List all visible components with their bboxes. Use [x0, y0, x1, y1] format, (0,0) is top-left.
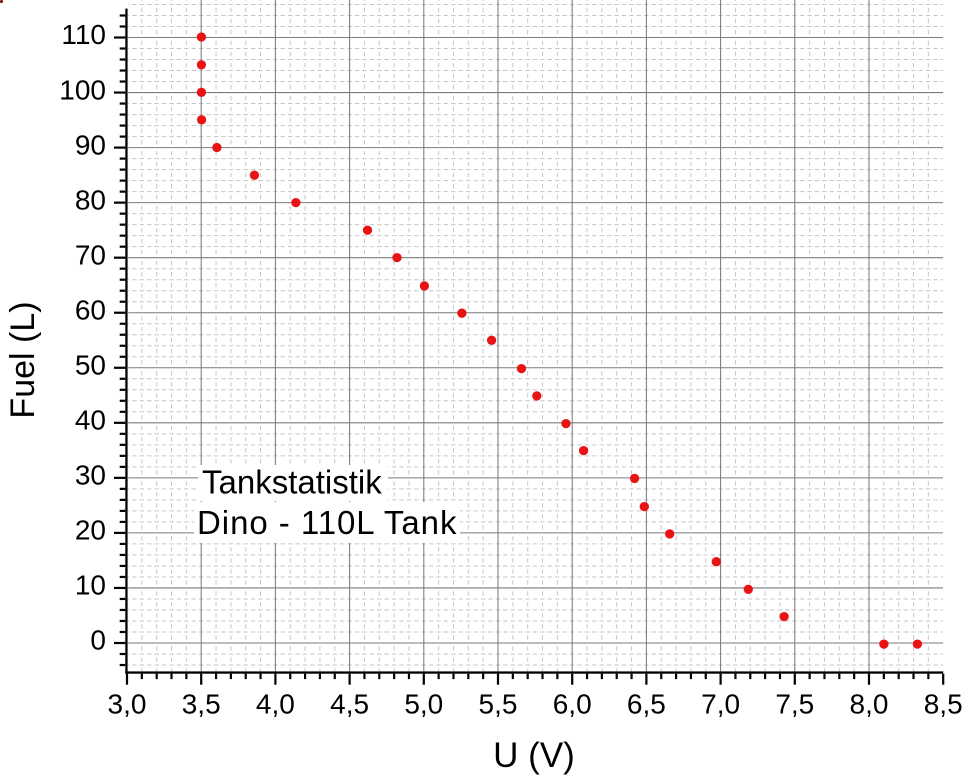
svg-text:Fuel (L): Fuel (L) [4, 301, 42, 418]
svg-text:110: 110 [61, 19, 106, 50]
svg-text:Tankstatistik: Tankstatistik [202, 464, 382, 501]
svg-text:0: 0 [90, 625, 106, 656]
svg-text:8,0: 8,0 [850, 689, 889, 720]
svg-text:30: 30 [75, 460, 106, 491]
svg-text:U (V): U (V) [493, 736, 575, 775]
svg-text:6,0: 6,0 [553, 689, 592, 720]
svg-text:6,5: 6,5 [627, 689, 666, 720]
svg-text:5,5: 5,5 [479, 689, 518, 720]
svg-text:60: 60 [75, 294, 106, 325]
svg-text:7,0: 7,0 [701, 689, 740, 720]
svg-text:8,5: 8,5 [924, 689, 963, 720]
svg-text:90: 90 [75, 129, 106, 160]
svg-text:10: 10 [75, 570, 106, 601]
svg-text:4,0: 4,0 [256, 689, 295, 720]
svg-text:50: 50 [75, 349, 106, 380]
svg-text:3,5: 3,5 [182, 689, 221, 720]
svg-text:70: 70 [75, 239, 106, 270]
svg-text:5,0: 5,0 [404, 689, 443, 720]
svg-text:80: 80 [75, 184, 106, 215]
svg-text:40: 40 [75, 405, 106, 436]
svg-text:4,5: 4,5 [330, 689, 369, 720]
svg-text:20: 20 [75, 515, 106, 546]
svg-text:7,5: 7,5 [775, 689, 814, 720]
svg-text:100: 100 [59, 74, 106, 105]
svg-text:Dino - 110L Tank: Dino - 110L Tank [197, 504, 457, 541]
svg-text:3,0: 3,0 [108, 689, 147, 720]
